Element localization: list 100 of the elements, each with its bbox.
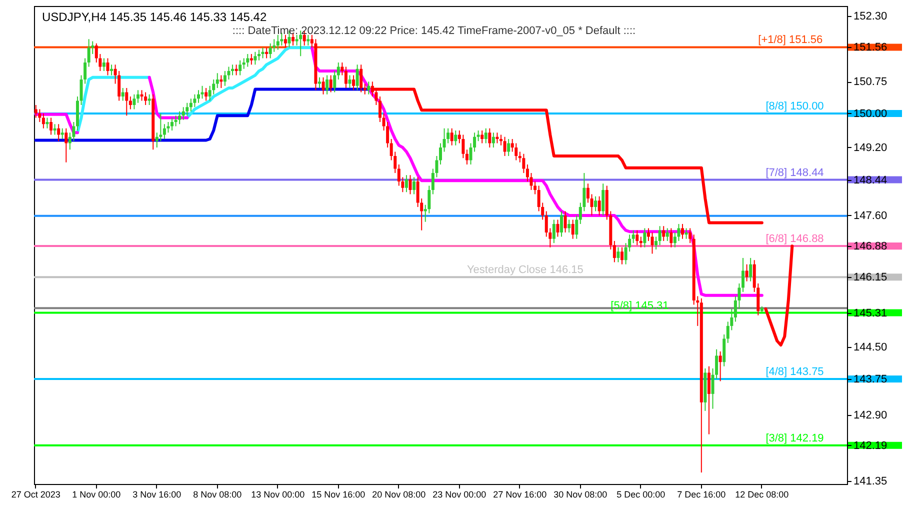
candlestick bbox=[178, 110, 182, 125]
candlestick bbox=[496, 132, 499, 144]
x-tick-label: 23 Nov 00:00 bbox=[432, 490, 486, 500]
candlestick bbox=[254, 51, 257, 66]
candlestick bbox=[223, 70, 226, 86]
ref-line-label: [6/8] 146.88 bbox=[766, 233, 824, 246]
candlestick bbox=[620, 246, 624, 265]
candlestick bbox=[688, 228, 692, 244]
y-tick-label: 147.60 bbox=[854, 210, 888, 222]
candlestick bbox=[333, 70, 336, 93]
x-tick-label: 12 Dec 08:00 bbox=[735, 490, 789, 500]
candlestick bbox=[204, 88, 208, 102]
candlestick bbox=[612, 240, 616, 263]
candlestick bbox=[50, 117, 53, 136]
annotation: :::: DateTime: 2023.12.12 09:22 Price: 145.42 TimeFrame-2007-v0_05 * Default :::: bbox=[232, 25, 636, 37]
candlestick bbox=[144, 92, 148, 106]
candlestick bbox=[261, 47, 264, 59]
candlestick bbox=[484, 128, 488, 144]
x-tick-label: 27 Nov 16:00 bbox=[493, 490, 547, 500]
ref-line-label: [5/8] 145.31 bbox=[610, 300, 669, 312]
candlestick bbox=[639, 236, 642, 248]
candlestick bbox=[322, 76, 325, 95]
x-tick-label: 8 Nov 08:00 bbox=[193, 490, 242, 500]
y-tick-label: 152.30 bbox=[854, 10, 888, 22]
candlestick bbox=[182, 106, 185, 120]
candlestick bbox=[186, 102, 189, 116]
candlestick bbox=[125, 88, 128, 116]
candlestick bbox=[356, 64, 359, 91]
candlestick bbox=[196, 90, 200, 104]
candlestick bbox=[556, 219, 560, 238]
y-tick-label: 149.20 bbox=[854, 142, 888, 154]
candlestick bbox=[352, 74, 356, 91]
x-tick-label: 15 Nov 16:00 bbox=[312, 490, 366, 500]
candlestick bbox=[488, 128, 492, 148]
candlestick bbox=[476, 130, 480, 142]
candlestick bbox=[106, 58, 110, 76]
candlestick bbox=[503, 136, 506, 156]
candlestick bbox=[220, 74, 223, 89]
x-tick-label: 5 Dec 00:00 bbox=[616, 490, 666, 500]
ref-line-label: [+1/8] 151.56 bbox=[758, 34, 823, 46]
candlestick bbox=[367, 81, 370, 95]
ref-line-label: [8/8] 150.00 bbox=[766, 100, 824, 112]
candlestick bbox=[412, 176, 416, 195]
candlestick bbox=[670, 228, 673, 248]
x-tick-label: 1 Nov 00:00 bbox=[72, 490, 121, 500]
candlestick bbox=[462, 134, 465, 159]
candlestick bbox=[594, 196, 598, 212]
candlestick bbox=[53, 124, 56, 136]
x-tick-label: 30 Nov 08:00 bbox=[554, 490, 608, 500]
candlestick bbox=[718, 350, 722, 382]
candlestick bbox=[662, 226, 666, 242]
candlestick bbox=[745, 264, 748, 282]
y-tick-label: 142.19 bbox=[854, 440, 888, 452]
ref-line-label: Yesterday Close 146.15 bbox=[466, 264, 584, 276]
candlestick bbox=[654, 236, 658, 250]
candlestick bbox=[666, 228, 669, 242]
candlestick bbox=[442, 128, 446, 152]
candlestick bbox=[318, 76, 321, 89]
candlestick bbox=[643, 228, 646, 248]
candlestick bbox=[128, 96, 132, 110]
candlestick bbox=[34, 104, 38, 118]
line-series bbox=[764, 244, 794, 347]
y-tick-label: 148.44 bbox=[854, 174, 888, 186]
candlestick bbox=[136, 90, 140, 104]
candlestick bbox=[276, 34, 280, 50]
candlestick bbox=[326, 74, 329, 95]
candlestick bbox=[530, 172, 533, 190]
candlestick bbox=[329, 74, 332, 93]
candlestick bbox=[568, 219, 571, 233]
ref-line-label: [7/8] 148.44 bbox=[766, 166, 824, 179]
candlestick bbox=[348, 74, 352, 89]
candlestick bbox=[454, 130, 458, 146]
candlestick bbox=[526, 164, 529, 182]
x-tick-label: 20 Nov 08:00 bbox=[372, 490, 426, 500]
candlestick bbox=[234, 64, 238, 76]
candlestick bbox=[57, 124, 60, 142]
candlestick bbox=[189, 98, 192, 112]
candlestick bbox=[522, 153, 526, 174]
candlestick bbox=[170, 117, 174, 131]
candlestick bbox=[174, 115, 178, 127]
candlestick bbox=[439, 142, 442, 165]
chart-title: USDJPY,H4 145.35 145.46 145.33 145.42 bbox=[42, 10, 267, 24]
x-tick-label: 13 Nov 00:00 bbox=[251, 490, 305, 500]
candlestick bbox=[749, 257, 752, 282]
x-tick-label: 27 Oct 2023 bbox=[11, 490, 60, 500]
candlestick bbox=[340, 62, 344, 76]
candlestick bbox=[284, 34, 287, 48]
y-tick-label: 150.75 bbox=[854, 76, 888, 88]
candlestick bbox=[722, 334, 726, 367]
candlestick bbox=[336, 62, 340, 80]
candlestick bbox=[586, 183, 590, 204]
candlestick bbox=[450, 128, 454, 146]
candlestick bbox=[200, 85, 204, 100]
candlestick bbox=[616, 246, 620, 263]
candlestick bbox=[684, 228, 688, 240]
y-tick-label: 150.00 bbox=[854, 108, 888, 120]
candlestick bbox=[575, 214, 578, 240]
candlestick bbox=[360, 64, 363, 93]
candlestick bbox=[242, 58, 246, 70]
candlestick bbox=[231, 64, 234, 76]
